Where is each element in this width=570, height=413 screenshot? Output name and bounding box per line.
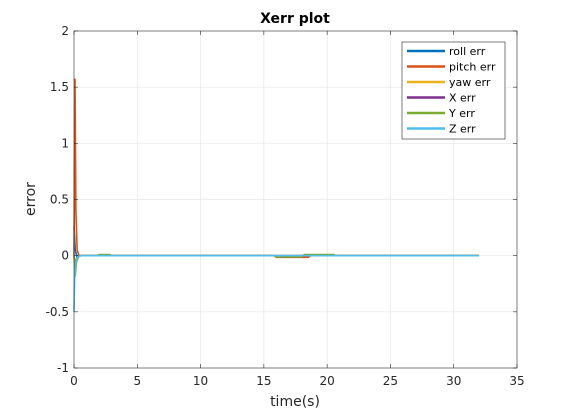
series-line-Z-err: [73, 254, 480, 312]
legend-label: Y err: [448, 107, 475, 120]
y-tick-label: 0: [61, 249, 69, 263]
y-tick-label: 1: [61, 136, 69, 150]
legend-label: yaw err: [449, 76, 491, 89]
y-axis-label: error: [23, 182, 39, 216]
x-tick-label: 15: [256, 374, 271, 388]
x-tick-label: 10: [193, 374, 208, 388]
legend: roll err pitch err yaw err X err Y err Z err: [401, 41, 506, 140]
y-tick-label: 2: [61, 24, 69, 38]
legend-box: [401, 41, 506, 140]
axis-ticks: 0 5 10 15 20 25 30 35 -1 -0.5 0 0.5 1 1.5 2: [46, 24, 525, 388]
x-tick-label: 35: [509, 374, 524, 388]
x-tick-label: 30: [446, 374, 461, 388]
y-tick-label: 1.5: [50, 80, 69, 94]
x-tick-label: 5: [133, 374, 141, 388]
legend-label: pitch err: [449, 61, 496, 74]
legend-label: X err: [449, 92, 476, 105]
y-tick-label: 0.5: [50, 193, 69, 207]
legend-label: roll err: [449, 45, 486, 58]
chart-title: Xerr plot: [260, 11, 330, 27]
x-tick-label: 0: [70, 374, 78, 388]
x-tick-label: 25: [383, 374, 398, 388]
y-tick-label: -1: [57, 361, 69, 375]
y-tick-label: -0.5: [46, 305, 69, 319]
x-tick-label: 20: [320, 374, 335, 388]
legend-label: Z err: [449, 123, 476, 136]
x-axis-label: time(s): [270, 394, 320, 410]
